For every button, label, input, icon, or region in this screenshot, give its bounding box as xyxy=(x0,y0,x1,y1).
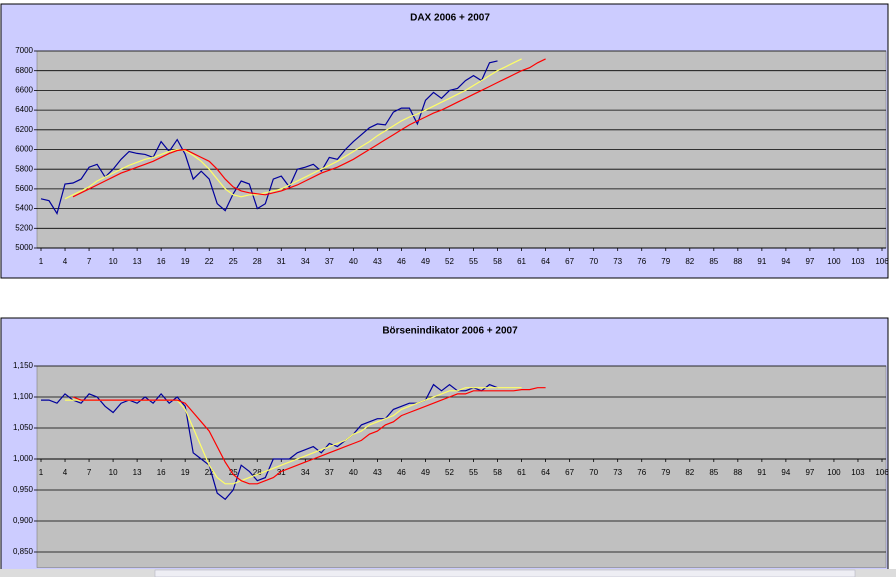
x-tick-label: 55 xyxy=(469,468,478,477)
x-tick-label: 76 xyxy=(637,468,646,477)
y-tick-label: 1,150 xyxy=(13,361,34,370)
y-tick-label: 5200 xyxy=(15,223,33,232)
y-tick-label: 5000 xyxy=(15,243,33,252)
x-tick-label: 10 xyxy=(109,257,118,266)
x-tick-label: 40 xyxy=(349,468,358,477)
x-tick-label: 82 xyxy=(685,468,694,477)
x-tick-label: 16 xyxy=(157,468,166,477)
x-tick-label: 19 xyxy=(181,257,190,266)
y-tick-label: 5400 xyxy=(15,204,33,213)
y-tick-label: 6000 xyxy=(15,145,33,154)
x-tick-label: 73 xyxy=(613,257,622,266)
x-tick-label: 91 xyxy=(757,257,766,266)
x-tick-label: 16 xyxy=(157,257,166,266)
chart-title: DAX 2006 + 2007 xyxy=(410,13,490,24)
x-tick-label: 52 xyxy=(445,257,454,266)
x-tick-label: 13 xyxy=(133,468,142,477)
x-tick-label: 28 xyxy=(253,468,262,477)
y-tick-label: 5600 xyxy=(15,184,33,193)
x-tick-label: 100 xyxy=(827,257,841,266)
x-tick-label: 70 xyxy=(589,257,598,266)
x-tick-label: 31 xyxy=(277,468,286,477)
scrollbar[interactable] xyxy=(154,569,856,577)
x-tick-label: 13 xyxy=(133,257,142,266)
series-line xyxy=(64,58,522,200)
x-tick-label: 40 xyxy=(349,257,358,266)
x-tick-label: 7 xyxy=(87,257,92,266)
y-tick-label: 0,900 xyxy=(13,516,34,525)
y-tick-label: 0,850 xyxy=(13,547,34,556)
x-tick-label: 85 xyxy=(709,468,718,477)
x-tick-label: 91 xyxy=(757,468,766,477)
x-tick-label: 43 xyxy=(373,257,382,266)
x-tick-label: 55 xyxy=(469,257,478,266)
x-tick-label: 97 xyxy=(805,257,814,266)
x-tick-label: 61 xyxy=(517,257,526,266)
x-tick-label: 88 xyxy=(733,468,742,477)
x-tick-label: 58 xyxy=(493,257,502,266)
series-line xyxy=(72,387,546,485)
x-tick-label: 46 xyxy=(397,257,406,266)
x-tick-label: 79 xyxy=(661,257,670,266)
chart-title: Börsenindikator 2006 + 2007 xyxy=(382,326,518,337)
x-tick-label: 49 xyxy=(421,257,430,266)
x-tick-label: 49 xyxy=(421,468,430,477)
x-tick-label: 106 xyxy=(875,257,889,266)
x-tick-label: 70 xyxy=(589,468,598,477)
y-tick-label: 6400 xyxy=(15,105,33,114)
x-tick-label: 7 xyxy=(87,468,92,477)
x-tick-label: 28 xyxy=(253,257,262,266)
x-tick-label: 94 xyxy=(781,257,790,266)
x-tick-label: 31 xyxy=(277,257,286,266)
x-tick-label: 52 xyxy=(445,468,454,477)
x-tick-label: 22 xyxy=(205,257,214,266)
x-tick-label: 10 xyxy=(109,468,118,477)
x-tick-label: 106 xyxy=(875,468,889,477)
y-tick-label: 7000 xyxy=(15,46,33,55)
y-tick-label: 0,950 xyxy=(13,485,34,494)
x-tick-label: 58 xyxy=(493,468,502,477)
x-tick-label: 76 xyxy=(637,257,646,266)
x-tick-label: 85 xyxy=(709,257,718,266)
x-tick-label: 82 xyxy=(685,257,694,266)
x-tick-label: 64 xyxy=(541,257,550,266)
x-tick-label: 67 xyxy=(565,468,574,477)
x-tick-label: 79 xyxy=(661,468,670,477)
x-tick-label: 94 xyxy=(781,468,790,477)
x-tick-label: 67 xyxy=(565,257,574,266)
x-tick-label: 25 xyxy=(229,468,238,477)
y-tick-label: 6200 xyxy=(15,125,33,134)
y-tick-label: 6800 xyxy=(15,66,33,75)
x-tick-label: 88 xyxy=(733,257,742,266)
x-tick-label: 103 xyxy=(851,468,865,477)
x-tick-label: 19 xyxy=(181,468,190,477)
y-tick-label: 6600 xyxy=(15,86,33,95)
y-tick-label: 5800 xyxy=(15,164,33,173)
x-tick-label: 37 xyxy=(325,257,334,266)
x-tick-label: 100 xyxy=(827,468,841,477)
x-tick-label: 61 xyxy=(517,468,526,477)
x-tick-label: 37 xyxy=(325,468,334,477)
y-tick-label: 1,100 xyxy=(13,392,34,401)
x-tick-label: 25 xyxy=(229,257,238,266)
x-tick-label: 22 xyxy=(205,468,214,477)
x-tick-label: 1 xyxy=(39,468,44,477)
x-tick-label: 103 xyxy=(851,257,865,266)
x-tick-label: 64 xyxy=(541,468,550,477)
y-tick-label: 1,000 xyxy=(13,454,34,463)
x-tick-label: 1 xyxy=(39,257,44,266)
x-tick-label: 97 xyxy=(805,468,814,477)
x-tick-label: 73 xyxy=(613,468,622,477)
x-tick-label: 46 xyxy=(397,468,406,477)
series-line xyxy=(72,58,546,198)
x-tick-label: 34 xyxy=(301,468,310,477)
x-tick-label: 34 xyxy=(301,257,310,266)
plot-area xyxy=(36,365,887,568)
x-tick-label: 4 xyxy=(63,257,68,266)
y-tick-label: 1,050 xyxy=(13,423,34,432)
x-tick-label: 4 xyxy=(63,468,68,477)
x-tick-label: 43 xyxy=(373,468,382,477)
